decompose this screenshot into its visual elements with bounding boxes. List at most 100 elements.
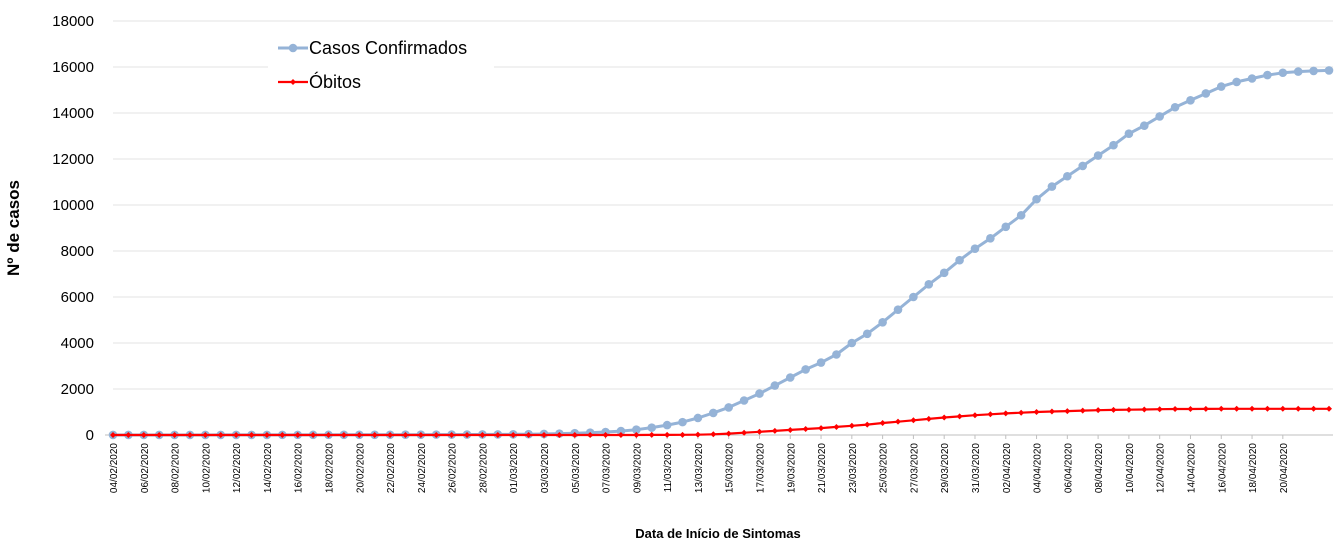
data-point	[879, 420, 886, 427]
data-point	[1048, 408, 1055, 415]
data-point	[202, 432, 209, 438]
data-point	[909, 292, 918, 302]
x-tick-label: 16/04/2020	[1217, 443, 1228, 493]
data-point	[1079, 407, 1086, 414]
data-point	[1064, 408, 1071, 415]
data-point	[1170, 102, 1180, 112]
data-point	[818, 425, 825, 432]
data-point	[662, 420, 672, 430]
y-tick-label: 18000	[52, 13, 94, 30]
data-point	[1326, 405, 1332, 412]
data-point	[787, 426, 794, 433]
data-point	[785, 373, 795, 382]
data-point	[1139, 121, 1149, 130]
data-point	[540, 432, 547, 438]
x-tick-label: 20/02/2020	[355, 443, 366, 493]
data-point	[448, 432, 455, 438]
data-point	[1216, 82, 1226, 91]
data-point	[816, 358, 826, 367]
data-point	[833, 423, 840, 430]
data-point	[1247, 74, 1257, 83]
data-point	[801, 365, 810, 374]
y-tick-label: 16000	[52, 59, 94, 76]
data-point	[1310, 405, 1317, 412]
x-tick-label: 04/04/2020	[1033, 443, 1044, 493]
y-tick-label: 10000	[52, 197, 94, 214]
data-point	[140, 432, 147, 438]
data-point	[1110, 406, 1117, 413]
data-point	[1218, 405, 1225, 412]
legend-marker	[288, 43, 298, 53]
x-tick-label: 24/02/2020	[417, 443, 428, 493]
data-point	[556, 432, 563, 438]
data-point	[709, 408, 718, 418]
data-point	[664, 431, 671, 438]
data-point	[1141, 406, 1148, 413]
data-point	[371, 432, 378, 438]
x-tick-label: 01/03/2020	[509, 443, 520, 493]
x-tick-label: 28/02/2020	[478, 443, 489, 493]
data-point	[1249, 405, 1256, 412]
data-point	[633, 431, 640, 438]
data-point	[941, 414, 948, 421]
data-point	[955, 255, 964, 265]
data-point	[263, 432, 270, 438]
data-point	[1187, 406, 1194, 413]
data-point	[417, 432, 424, 438]
data-point	[971, 412, 978, 419]
data-point	[433, 432, 440, 438]
data-point	[1124, 129, 1134, 138]
data-point	[1109, 140, 1118, 150]
data-point	[1279, 405, 1286, 412]
data-point	[1201, 89, 1211, 98]
x-tick-label: 10/04/2020	[1125, 443, 1136, 493]
data-point	[647, 423, 657, 432]
legend-label: Casos Confirmados	[309, 38, 467, 58]
data-point	[510, 432, 517, 438]
data-point	[1018, 409, 1025, 416]
x-tick-label: 16/02/2020	[294, 443, 305, 493]
x-tick-label: 31/03/2020	[971, 443, 982, 493]
data-point	[617, 431, 624, 438]
data-point	[1033, 409, 1040, 415]
data-point	[186, 432, 193, 438]
data-point	[1078, 161, 1088, 171]
data-point	[1156, 406, 1163, 413]
data-point	[862, 329, 872, 339]
data-point	[525, 432, 532, 438]
legend-marker	[290, 79, 296, 85]
data-point	[771, 427, 778, 434]
data-point	[279, 432, 286, 438]
data-point	[1324, 66, 1334, 75]
x-tick-label: 15/03/2020	[725, 443, 736, 493]
y-axis-ticks: 0 2000 4000 6000 8000 10000 12000 14000 16000 180…	[52, 13, 94, 444]
x-tick-label: 08/04/2020	[1094, 443, 1105, 493]
legend-background	[268, 33, 494, 101]
data-point	[678, 417, 687, 427]
x-tick-label: 20/04/2020	[1279, 443, 1290, 493]
x-tick-label: 10/02/2020	[201, 443, 212, 493]
legend-label: Óbitos	[309, 71, 361, 92]
data-point	[587, 432, 594, 438]
y-tick-label: 6000	[61, 289, 94, 306]
data-point	[1047, 182, 1057, 191]
x-tick-label: 14/02/2020	[263, 443, 274, 493]
x-tick-label: 14/04/2020	[1186, 443, 1197, 493]
data-point	[986, 234, 995, 243]
data-point	[1202, 405, 1209, 412]
data-point	[956, 413, 963, 420]
gridlines	[113, 20, 1333, 390]
data-point	[479, 432, 486, 438]
legend: Casos Confirmados Óbitos	[268, 33, 494, 101]
y-tick-label: 8000	[61, 243, 94, 260]
data-point	[632, 425, 641, 435]
x-tick-label: 13/03/2020	[694, 443, 705, 493]
data-point	[939, 268, 949, 278]
data-point	[494, 432, 501, 438]
x-tick-label: 29/03/2020	[940, 443, 951, 493]
x-tick-label: 06/02/2020	[140, 443, 151, 493]
data-point	[724, 403, 733, 412]
data-point	[741, 429, 748, 436]
data-point	[1016, 211, 1026, 220]
